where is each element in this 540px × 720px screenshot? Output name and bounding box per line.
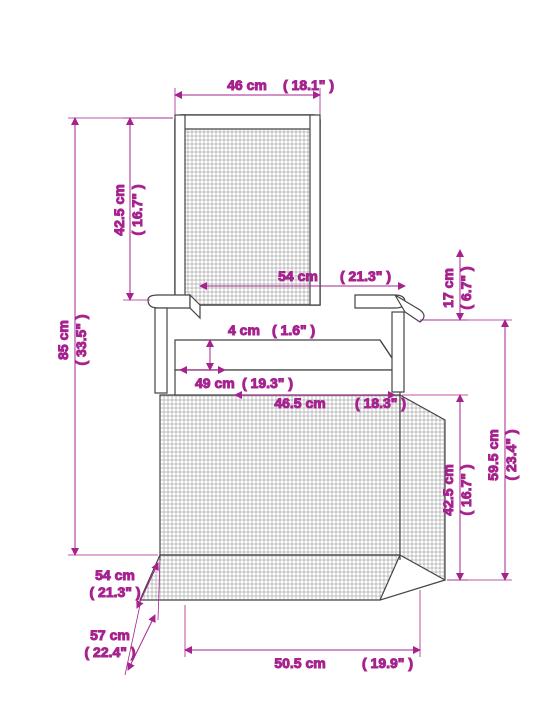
svg-text:( 33.5" ): ( 33.5" ) xyxy=(73,315,89,366)
svg-text:( 1.6" ): ( 1.6" ) xyxy=(272,322,315,338)
svg-text:( 16.7" ): ( 16.7" ) xyxy=(129,185,145,236)
dim-depth57-cm: 57 cm xyxy=(90,627,130,643)
svg-text:( 16.7" ): ( 16.7" ) xyxy=(458,465,474,516)
diagram-canvas: 46 cm ( 18.1" ) 42.5 cm ( 16.7" ) 85 cm … xyxy=(0,0,540,720)
dim-width-top: 46 cm xyxy=(227,77,267,93)
dimension-drawing: 46 cm ( 18.1" ) 42.5 cm ( 16.7" ) 85 cm … xyxy=(0,0,540,720)
svg-text:( 22.4" ): ( 22.4" ) xyxy=(85,644,136,660)
dim-total-h-cm: 85 cm xyxy=(55,320,71,360)
dim-595-cm: 59.5 cm xyxy=(485,429,501,480)
svg-text:( 21.3" ): ( 21.3" ) xyxy=(90,584,141,600)
svg-text:( 18.3" ): ( 18.3" ) xyxy=(355,395,406,411)
svg-text:( 19.9" ): ( 19.9" ) xyxy=(362,655,413,671)
svg-text:( 19.3" ): ( 19.3" ) xyxy=(242,375,293,391)
svg-text:( 23.4" ): ( 23.4" ) xyxy=(503,430,519,481)
chair-illustration xyxy=(140,115,445,600)
dim-back-h-cm: 42.5 cm xyxy=(111,184,127,235)
svg-text:( 21.3" ): ( 21.3" ) xyxy=(340,268,391,284)
dim-seat-floor-cm: 42.5 cm xyxy=(440,464,456,515)
dim-width-bot-cm: 50.5 cm xyxy=(274,655,325,671)
dim-cushion-cm: 4 cm xyxy=(228,322,260,338)
dim-seat-w-cm: 46.5 cm xyxy=(274,395,325,411)
svg-text:( 6.7" ): ( 6.7" ) xyxy=(458,266,474,309)
svg-text:( 18.1" ): ( 18.1" ) xyxy=(283,77,334,93)
dim-arm-span-cm: 54 cm xyxy=(278,268,318,284)
dim-depth54-cm: 54 cm xyxy=(95,567,135,583)
dim-seat-depth-cm: 49 cm xyxy=(195,375,235,391)
dim-arm-floor-cm: 17 cm xyxy=(440,268,456,308)
